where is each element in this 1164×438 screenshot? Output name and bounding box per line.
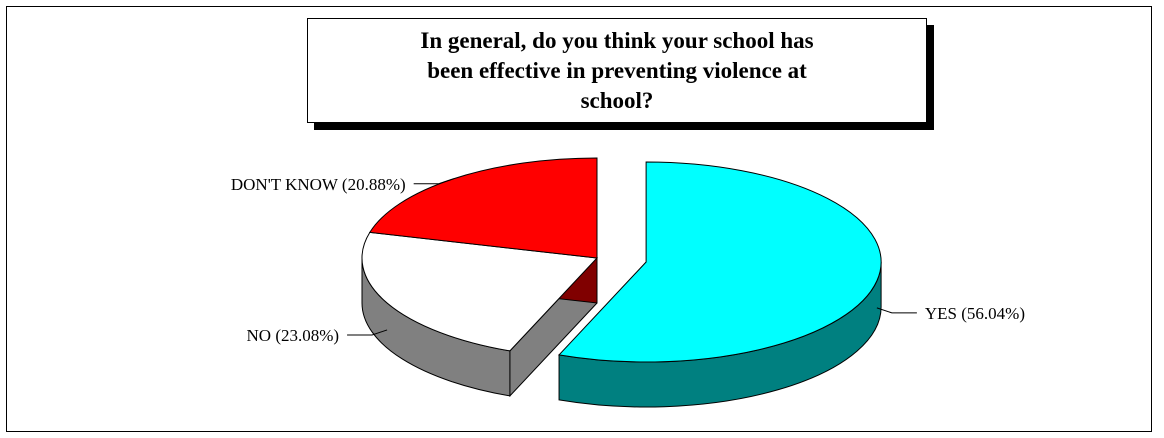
leader-line-yes	[876, 307, 917, 314]
pie-slice-don-t-know	[368, 157, 598, 259]
pie-labels: YES (56.04%) NO (23.08%) DON'T KNOW (20.88…	[231, 175, 1025, 345]
leader-line-no	[347, 329, 388, 336]
leader-line-don-t-know	[413, 178, 454, 185]
pie-slice-yes	[558, 161, 882, 363]
chart-frame	[6, 6, 1152, 432]
chart-title: In general, do you think your school has…	[420, 27, 814, 113]
pie-slices	[361, 157, 882, 363]
slice-label-don-t-know: DON'T KNOW (20.88%)	[231, 175, 406, 194]
chart-title-box: In general, do you think your school has…	[307, 18, 927, 123]
slice-label-no: NO (23.08%)	[247, 326, 340, 345]
slice-label-yes: YES (56.04%)	[925, 304, 1025, 323]
pie-slice-no	[361, 231, 599, 352]
